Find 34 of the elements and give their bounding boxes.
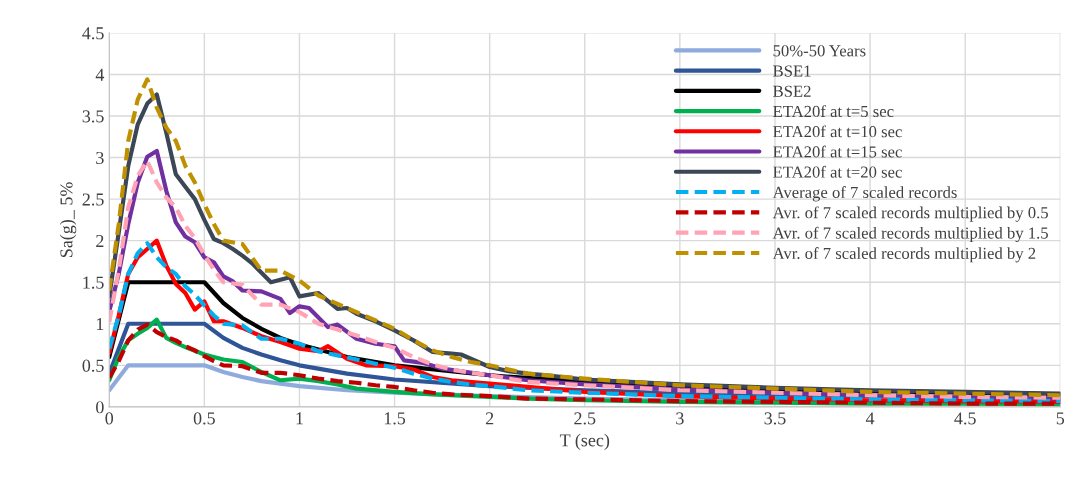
legend-label: 50%-50 Years: [773, 45, 866, 57]
y-tick-label: 1: [96, 318, 104, 331]
legend-label: BSE2: [773, 85, 811, 97]
x-tick-label: 1: [296, 412, 303, 425]
x-tick-label: 1.5: [384, 412, 406, 425]
x-tick-label: 2.5: [574, 412, 596, 425]
x-tick-label: 3.5: [764, 412, 786, 425]
y-tick-label: 4: [95, 68, 105, 81]
legend-label: ETA20f at t=10 sec: [773, 125, 902, 138]
legend-label: Avr. of 7 scaled records multiplied by 0.5: [772, 206, 1048, 222]
y-tick-label: 3.5: [82, 110, 104, 123]
legend-label: BSE1: [773, 65, 811, 77]
x-tick-label: 3: [676, 412, 684, 425]
x-tick-label: 0.5: [193, 412, 215, 425]
legend-label: ETA20f at t=5 sec: [773, 105, 894, 118]
legend-label: ETA20f at t=15 sec: [773, 145, 902, 158]
x-tick-label: 0: [105, 412, 114, 425]
legend-label: Average of 7 scaled records: [772, 186, 957, 202]
legend-label: Avr. of 7 scaled records multiplied by 1.5: [772, 226, 1048, 243]
x-tick-label: 5: [1056, 412, 1065, 425]
y-tick-label: 4.5: [82, 27, 104, 40]
y-tick-label: 0: [96, 401, 104, 414]
y-axis-title: Sa(g)_ 5%: [59, 182, 77, 258]
x-tick-label: 4: [865, 412, 875, 425]
y-tick-label: 2.5: [82, 193, 104, 206]
legend-label: ETA20f at t=20 sec: [773, 165, 902, 178]
legend-label: Avr. of 7 scaled records multiplied by 2: [772, 247, 1036, 263]
y-tick-label: 2: [96, 234, 104, 247]
y-tick-label: 3: [96, 151, 104, 165]
x-tick-label: 4.5: [954, 412, 976, 425]
y-tick-label: 0.5: [82, 359, 104, 372]
y-tick-label: 1.5: [83, 276, 104, 289]
x-axis-title: T (sec): [559, 433, 610, 451]
x-tick-label: 2: [485, 412, 494, 425]
